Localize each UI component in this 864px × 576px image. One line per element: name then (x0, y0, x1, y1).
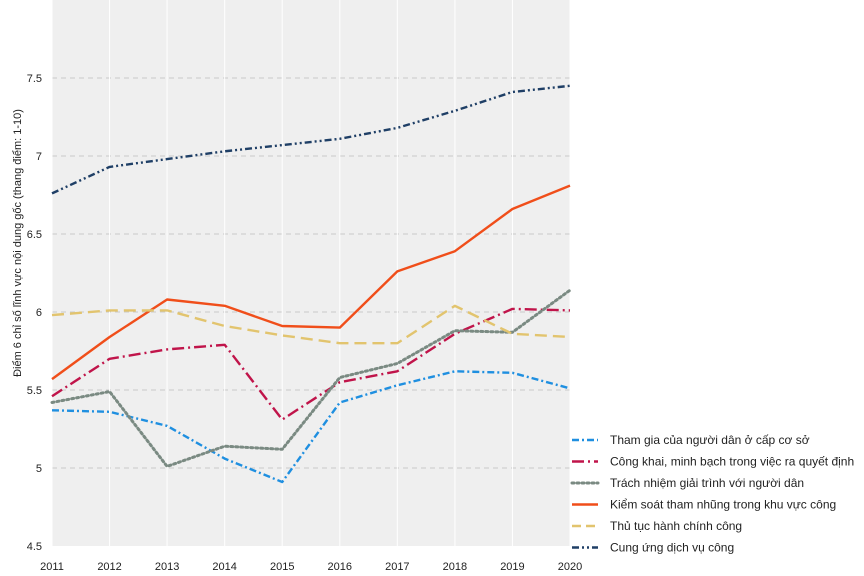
legend-label: Tham gia của người dân ở cấp cơ sở (610, 433, 810, 447)
x-tick-label: 2018 (443, 561, 467, 573)
series-line (50, 288, 572, 468)
x-tick-label: 2017 (385, 561, 409, 573)
y-tick-label: 7.5 (27, 73, 42, 85)
x-tick-label: 2016 (328, 561, 352, 573)
series-line (51, 304, 571, 345)
x-tick-label: 2015 (270, 561, 294, 573)
y-tick-label: 5 (36, 463, 42, 475)
y-tick-label: 5.5 (27, 385, 42, 397)
x-axis-ticks: 2011 2012 2013 2014 2015 2016 2017 2018 2019 2020 (40, 561, 582, 573)
y-tick-label: 6.5 (27, 229, 42, 241)
grid-lines (51, 0, 571, 546)
x-tick-label: 2020 (558, 561, 582, 573)
x-tick-label: 2013 (155, 561, 179, 573)
legend-label: Trách nhiệm giải trình với người dân (610, 476, 804, 490)
legend: Tham gia của người dân ở cấp cơ sở Công k… (570, 433, 854, 555)
x-tick-label: 2011 (40, 561, 64, 573)
legend-label: Cung ứng dịch vụ công (610, 541, 734, 555)
y-tick-label: 6 (36, 307, 42, 319)
series-line (51, 184, 571, 381)
plot-area (52, 0, 570, 546)
x-tick-label: 2014 (212, 561, 236, 573)
series-lines (50, 84, 572, 484)
legend-label: Kiểm soát tham nhũng trong khu vực công (610, 498, 836, 512)
y-tick-label: 4.5 (27, 541, 42, 553)
legend-label: Công khai, minh bạch trong việc ra quyết… (610, 455, 854, 469)
x-tick-label: 2019 (500, 561, 524, 573)
series-line (51, 307, 571, 421)
series-line (51, 84, 571, 195)
legend-label: Thủ tục hành chính công (610, 519, 742, 533)
y-axis-title: Điểm 6 chỉ số lĩnh vực nội dung gốc (tha… (12, 109, 24, 377)
y-tick-label: 7 (36, 151, 42, 163)
y-axis-ticks: 4.5 5 5.5 6 6.5 7 7.5 (27, 73, 42, 553)
series-line (51, 370, 571, 484)
x-tick-label: 2012 (97, 561, 121, 573)
